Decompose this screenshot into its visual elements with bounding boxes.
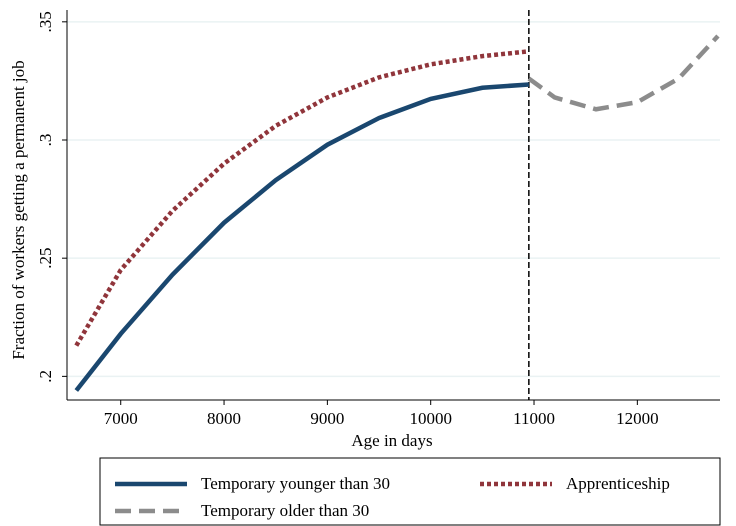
series-line [527,34,720,112]
x-tick-label: 8000 [207,409,241,428]
legend-label: Temporary younger than 30 [201,474,390,493]
y-tick-label: .3 [36,134,55,147]
x-tick-label: 12000 [616,409,659,428]
legend-label: Apprenticeship [566,474,670,493]
legend-box [99,457,721,526]
series-line [74,49,530,347]
x-tick-label: 10000 [409,409,452,428]
x-tick-label: 11000 [513,409,555,428]
x-tick-label: 7000 [104,409,138,428]
series-line [74,82,530,392]
x-tick-label: 9000 [310,409,344,428]
y-axis-title: Fraction of workers getting a permanent … [9,60,28,359]
y-tick-label: .35 [36,11,55,32]
legend-label: Temporary older than 30 [201,501,369,520]
y-tick-label: .25 [36,248,55,269]
y-tick-label: .2 [36,370,55,383]
x-axis-title: Age in days [351,431,432,450]
